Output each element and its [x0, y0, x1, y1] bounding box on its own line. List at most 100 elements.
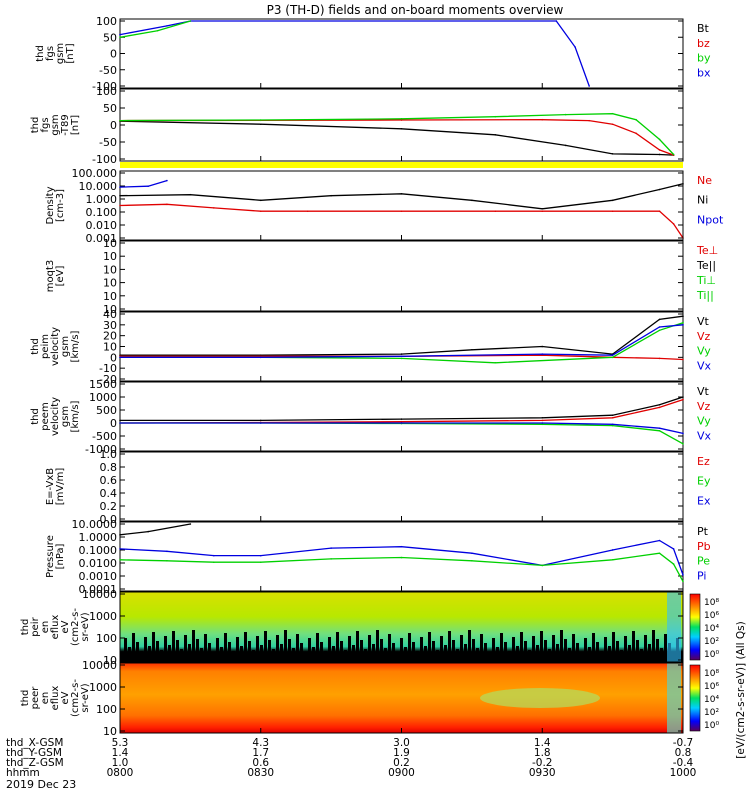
colorbar-tick-label: 10⁸	[704, 598, 719, 608]
panel-frame	[119, 381, 684, 452]
legend-Pe: Pe	[697, 555, 710, 568]
y-axis-label: gsm	[60, 336, 71, 357]
spectrogram-noise	[304, 652, 307, 662]
spectrogram-noise	[540, 631, 543, 662]
legend-Ez: Ez	[697, 455, 710, 468]
legend-Pi: Pi	[697, 569, 706, 582]
legend-bx: bx	[697, 66, 711, 79]
spectrogram-noise	[636, 640, 639, 662]
y-tick-label: 1.000	[86, 193, 118, 206]
point-Pe	[119, 558, 121, 561]
series-Ne	[119, 203, 684, 239]
point-by	[672, 153, 675, 156]
y-tick-label: 1000	[89, 681, 117, 694]
spectrogram-noise	[220, 647, 223, 662]
point-Vx	[541, 353, 544, 355]
spectrogram-noise	[132, 633, 135, 662]
y-tick-label: 50	[103, 31, 117, 44]
point-Pi	[658, 539, 661, 542]
point-Vx	[400, 355, 403, 358]
panel-e_field: 1.00.80.60.40.20.0 E=-VxB [mV/m] Ez Ey Ex	[45, 448, 711, 526]
spectrogram-noise	[616, 641, 619, 662]
point-bz	[400, 119, 403, 121]
series-bx	[119, 20, 590, 87]
y-tick-label: 1000	[89, 610, 117, 623]
spectrogram-noise	[384, 648, 387, 662]
spectrogram-noise	[264, 631, 267, 662]
point-Ne	[400, 210, 403, 212]
spectrogram-noise	[564, 639, 567, 662]
point-Pe	[400, 556, 403, 559]
y-tick-label: 100	[96, 15, 117, 28]
spectrogram-noise	[472, 639, 475, 662]
series-Ni	[119, 183, 684, 210]
point-Pi	[400, 545, 403, 548]
y-tick-label: 100	[96, 703, 117, 716]
spectrogram-noise	[320, 642, 323, 662]
y-tick-label: 10	[103, 654, 117, 667]
panel-fgs_minus_t89: 100 50 0 -50 -100 thd fgs gsm -T89 [nT]	[30, 85, 684, 166]
y-tick-label: 500	[96, 404, 117, 417]
spectrogram-noise	[584, 638, 587, 662]
point-Ni	[189, 193, 192, 196]
y-axis-label: moqt3	[45, 260, 56, 293]
spectrogram-noise	[344, 650, 347, 662]
panel-frame	[119, 311, 684, 382]
spectrogram-noise	[396, 652, 399, 662]
point-Bt	[494, 134, 497, 136]
legend-Vz: Vz	[697, 400, 711, 413]
spectrogram-noise	[212, 652, 215, 662]
point-Pi	[682, 574, 684, 576]
y-axis-label: [km/s]	[70, 330, 81, 362]
spectrogram-noise	[596, 642, 599, 662]
ephemeris-value: 0900	[388, 767, 415, 779]
y-tick-label: 1.0	[100, 448, 118, 461]
point-by	[611, 112, 614, 115]
spectrogram-noise	[488, 652, 491, 662]
point-Ne	[541, 210, 544, 212]
ephemeris-label: thd_Y-GSM	[6, 747, 62, 759]
spectrogram-feature	[480, 688, 600, 708]
spectrogram-noise	[492, 638, 495, 662]
spectrogram-noise	[496, 647, 499, 662]
y-tick-label: -1000	[85, 443, 117, 456]
y-tick-label: 100	[96, 632, 117, 645]
y-tick-label: -50	[99, 136, 117, 149]
spectrogram-noise	[464, 644, 467, 662]
point-Bt	[658, 153, 661, 156]
point-Pe	[471, 560, 473, 562]
point-Ne	[119, 204, 121, 207]
spectrogram-noise	[192, 630, 195, 662]
spectrogram-noise	[508, 651, 511, 662]
ephemeris-value: 0830	[247, 767, 274, 779]
y-tick-label: 20	[103, 330, 117, 343]
point-Ni	[658, 188, 661, 191]
colorbar-tick-label: 10²	[704, 708, 719, 718]
point-Vt	[658, 318, 661, 321]
spectrogram-noise	[544, 640, 547, 662]
point-Pe	[541, 564, 544, 567]
point-Vt	[400, 353, 403, 355]
y-tick-label: -10	[99, 362, 117, 375]
point-Vx	[400, 422, 403, 424]
spectrogram-noise	[380, 639, 383, 662]
point-Ne	[494, 210, 497, 212]
point-Vt	[400, 418, 403, 420]
spectrogram-noise	[656, 639, 659, 662]
y-axis-label: thd	[30, 117, 41, 134]
panel-frame	[119, 240, 684, 312]
spectrogram-noise	[364, 649, 367, 662]
y-axis-label: peer	[30, 686, 41, 710]
y-tick-label: 0	[110, 417, 117, 430]
panel-frame	[119, 18, 684, 89]
colorbar-label: [eV/(cm2-s-sr-eV)] (All Qs)	[735, 621, 747, 758]
y-axis-label: Density	[45, 186, 56, 224]
ephemeris-value: -0.7	[673, 737, 694, 749]
spectrogram-noise	[276, 635, 279, 662]
panel-peer_eflux: 10⁸ 10⁶ 10⁴ 10² 10⁰ 10000 1000 100 10 thd peer en ef…	[20, 659, 719, 738]
legend-Pt: Pt	[697, 525, 709, 538]
spectrogram-noise	[284, 630, 287, 662]
y-tick-label: -100	[92, 153, 117, 166]
